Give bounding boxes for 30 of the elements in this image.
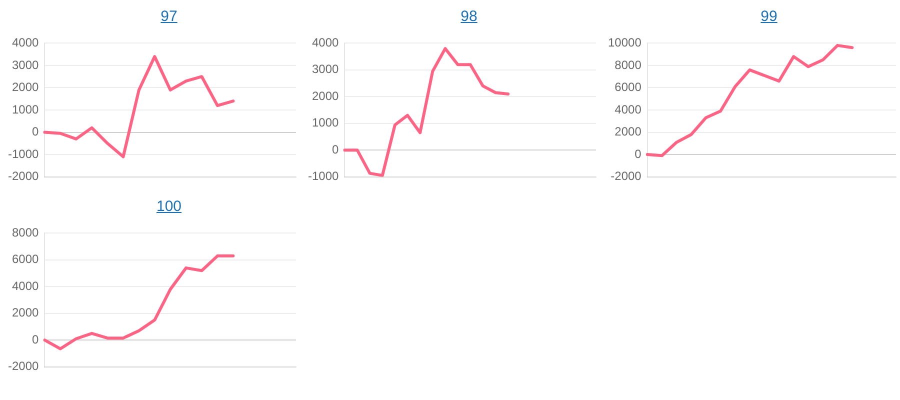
y-tick-label: 8000	[12, 226, 40, 240]
y-tick-label: 2000	[12, 80, 40, 94]
chart-title: 98	[460, 8, 478, 25]
y-tick-label: 10000	[608, 36, 642, 50]
chart-title: 99	[760, 8, 778, 25]
y-tick-label: -2000	[610, 169, 642, 184]
y-tick-label: 0	[634, 146, 642, 161]
y-tick-label: 4000	[312, 36, 340, 50]
y-tick-label: 3000	[312, 62, 340, 76]
y-tick-label: 0	[32, 332, 40, 346]
y-tick-label: -2000	[8, 359, 40, 374]
y-tick-label: 2000	[312, 88, 340, 103]
y-tick-label: 8000	[614, 58, 642, 72]
y-tick-label: 2000	[12, 306, 40, 320]
y-tick-label: -1000	[308, 169, 340, 184]
y-tick-label: 2000	[614, 124, 642, 139]
y-tick-label: 1000	[312, 116, 340, 130]
y-tick-label: 4000	[12, 278, 40, 293]
chart-title: 97	[160, 8, 178, 25]
y-tick-label: 3000	[12, 58, 40, 72]
y-tick-label: 1000	[12, 102, 40, 116]
y-tick-label: 6000	[614, 80, 642, 94]
y-tick-label: 4000	[614, 102, 642, 116]
y-tick-label: -1000	[8, 146, 40, 161]
y-tick-label: 6000	[12, 252, 40, 266]
y-tick-label: 0	[32, 124, 40, 139]
y-tick-label: 4000	[12, 36, 40, 50]
y-tick-label: 0	[332, 142, 340, 156]
y-tick-label: -2000	[8, 169, 40, 184]
chart-title: 100	[156, 198, 182, 215]
